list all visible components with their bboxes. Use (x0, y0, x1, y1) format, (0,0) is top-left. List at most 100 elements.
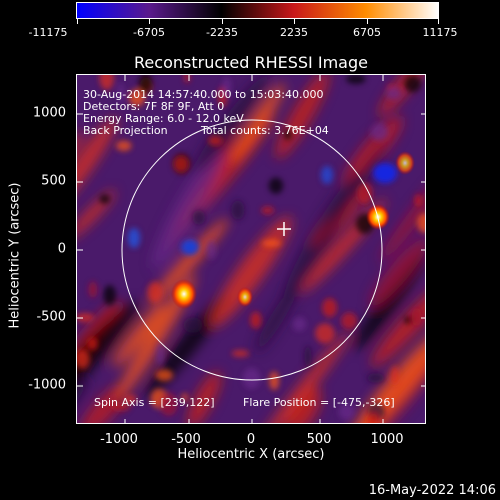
x-tick-label: -1000 (100, 432, 138, 447)
blob (414, 194, 422, 207)
blob (356, 182, 373, 205)
blob (231, 350, 250, 357)
stripe (379, 159, 425, 262)
blob (284, 129, 292, 141)
colorbar (76, 2, 439, 19)
stripe (77, 301, 139, 407)
timestamp: 16-May-2022 14:06 (368, 483, 496, 498)
y-tick-label: -500 (36, 309, 66, 325)
method: Back Projection (83, 124, 168, 137)
x-tick-label: -500 (171, 432, 201, 447)
blob (231, 200, 245, 220)
colorbar-tick-label: 6705 (353, 26, 381, 39)
blob (269, 371, 280, 390)
y-tick-label: 500 (41, 173, 66, 189)
stripe (80, 384, 127, 423)
stripe (255, 332, 350, 423)
colorbar-tick-label: 2235 (280, 26, 308, 39)
colorbar-tick-mark (149, 19, 150, 24)
blob (411, 307, 422, 327)
blob (340, 312, 358, 330)
detectors: Detectors: 7F 8F 9F, Att 0 (83, 100, 225, 113)
blob (292, 317, 307, 331)
blob (208, 135, 223, 146)
blob (404, 315, 413, 324)
hot-spot (171, 279, 197, 309)
blob (87, 337, 98, 351)
y-tick-label: -1000 (28, 377, 66, 393)
x-tick-label: 0 (246, 432, 256, 447)
blob (103, 284, 117, 306)
hot-spot (237, 287, 253, 307)
stripe (187, 371, 221, 423)
blob (404, 75, 421, 93)
blue-spots (128, 163, 397, 255)
blob (117, 82, 124, 104)
blob-structure (77, 75, 425, 423)
colorbar-tick-label: -2235 (206, 26, 238, 39)
blob (206, 240, 217, 260)
colorbar-tick-mark (438, 19, 439, 24)
blob (367, 373, 385, 383)
blob (128, 89, 145, 107)
blob (116, 140, 132, 151)
blue-spot (373, 163, 397, 183)
blob (417, 212, 425, 233)
stripe (194, 75, 270, 173)
spin-axis: Spin Axis = [239,122] (94, 396, 215, 409)
stripe (255, 284, 299, 353)
blob (138, 75, 153, 94)
time-range: 30-Aug-2014 14:57:40.000 to 15:03:40.000 (83, 88, 324, 101)
stripe (151, 148, 224, 269)
blue-spot (321, 166, 333, 184)
total-counts: Total counts: 3.76E+04 (201, 124, 329, 137)
stripe (230, 83, 285, 163)
colorbar-tick-mark (77, 19, 78, 24)
blue-spot (181, 239, 199, 255)
colorbar-tick-mark (367, 19, 368, 24)
blob (268, 177, 284, 194)
blob (99, 194, 111, 204)
blob (111, 403, 131, 411)
blob (345, 75, 366, 84)
blob (322, 298, 338, 318)
blob (192, 209, 206, 225)
y-axis-label: Heliocentric Y (arcsec) (7, 182, 23, 329)
colorbar-tick-label: 11175 (422, 26, 458, 39)
blob (147, 281, 163, 303)
rhessi-image-canvas (77, 75, 425, 423)
stripe (112, 302, 166, 368)
x-tick-label: 500 (306, 432, 332, 447)
blob (261, 206, 275, 215)
y-tick-label: 1000 (32, 105, 66, 121)
x-axis-label: Heliocentric X (arcsec) (177, 447, 325, 462)
blob (222, 76, 231, 97)
blob (77, 312, 94, 323)
blob (366, 413, 379, 423)
rhessi-image: 30-Aug-2014 14:57:40.000 to 15:03:40.000… (76, 74, 426, 424)
blob (370, 123, 389, 141)
blob (390, 365, 400, 385)
blob (155, 369, 173, 382)
blob (159, 392, 178, 416)
colorbar-tick-mark (294, 19, 295, 24)
blob (183, 317, 203, 334)
colorbar-tick-label: -11175 (28, 26, 68, 39)
flare-position: Flare Position = [-475,-326] (243, 396, 395, 409)
blob (338, 403, 355, 421)
axis-ticks (77, 75, 425, 423)
blob (77, 349, 90, 369)
stripe (286, 387, 322, 423)
colorbar-tick-mark (222, 19, 223, 24)
y-tick-label: 0 (57, 241, 66, 257)
stripe (369, 237, 425, 308)
hot-spot (395, 151, 415, 175)
x-tick-label: 1000 (370, 432, 404, 447)
blob (242, 368, 261, 389)
blob (181, 393, 188, 402)
blob (173, 156, 189, 173)
blob (386, 86, 402, 101)
blue-spot (128, 228, 140, 248)
stripe (77, 117, 117, 211)
colorbar-tick-label: -6705 (133, 26, 165, 39)
